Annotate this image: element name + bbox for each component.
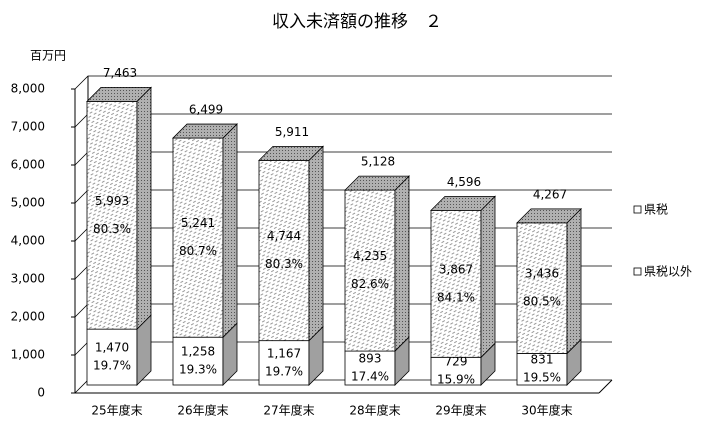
bar-top bbox=[258, 145, 324, 161]
bar-segment bbox=[516, 222, 568, 354]
bar-top bbox=[344, 175, 410, 191]
bar-segment bbox=[258, 159, 310, 342]
total-label: 4,267 bbox=[533, 187, 567, 201]
share-label: 82.6% bbox=[351, 277, 389, 291]
bar-segment bbox=[344, 189, 396, 352]
floor-right bbox=[598, 379, 613, 394]
share-label: 19.7% bbox=[265, 364, 303, 378]
value-label: 831 bbox=[531, 353, 554, 367]
share-label: 80.5% bbox=[523, 295, 561, 309]
value-label: 5,993 bbox=[95, 194, 129, 208]
y-tick-label: 6,000 bbox=[11, 158, 45, 172]
y-tick-label: 4,000 bbox=[11, 234, 45, 248]
y-tick-label: 7,000 bbox=[11, 120, 45, 134]
x-tick-label: 26年度末 bbox=[177, 403, 228, 418]
y-tick-label: 8,000 bbox=[11, 82, 45, 96]
grid-line bbox=[74, 189, 612, 204]
share-label: 19.3% bbox=[179, 363, 217, 377]
y-axis-label: 百万円 bbox=[30, 49, 66, 63]
bar-side bbox=[566, 207, 582, 355]
grid-line bbox=[74, 75, 612, 90]
bar-segment bbox=[172, 137, 224, 338]
y-tick-label: 1,000 bbox=[11, 348, 45, 362]
y-tick-label: 3,000 bbox=[11, 272, 45, 286]
value-label: 5,241 bbox=[181, 216, 215, 230]
bar-segment bbox=[86, 101, 138, 330]
share-label: 17.4% bbox=[351, 370, 389, 384]
bar-segment bbox=[86, 328, 138, 386]
x-tick-label: 29年度末 bbox=[435, 403, 486, 418]
bar-segment bbox=[430, 209, 482, 358]
bar-side bbox=[136, 86, 152, 331]
legend-label: 県税 bbox=[644, 203, 668, 217]
share-label: 15.9% bbox=[437, 373, 475, 387]
x-tick-label: 25年度末 bbox=[91, 403, 142, 418]
total-label: 6,499 bbox=[189, 103, 223, 117]
bar-segment bbox=[430, 356, 482, 386]
value-label: 729 bbox=[445, 355, 468, 369]
bar-side bbox=[222, 123, 238, 339]
bar-segment bbox=[344, 350, 396, 386]
bar-side bbox=[308, 145, 324, 342]
bar-top bbox=[172, 123, 238, 139]
y-tick-label: 2,000 bbox=[11, 310, 45, 324]
bar-top bbox=[516, 208, 582, 224]
y-tick-label: 5,000 bbox=[11, 196, 45, 210]
legend-label: 県税以外 bbox=[644, 265, 692, 279]
value-label: 1,167 bbox=[267, 346, 301, 360]
value-label: 893 bbox=[359, 352, 382, 366]
total-label: 4,596 bbox=[447, 175, 481, 189]
value-label: 1,258 bbox=[181, 345, 215, 359]
value-label: 4,744 bbox=[267, 229, 301, 243]
bar-top bbox=[430, 195, 496, 211]
share-label: 19.5% bbox=[523, 371, 561, 385]
total-label: 7,463 bbox=[103, 66, 137, 80]
grid-line bbox=[74, 113, 612, 128]
bar-side bbox=[480, 195, 496, 359]
share-label: 84.1% bbox=[437, 290, 475, 304]
bar-segment bbox=[258, 340, 310, 386]
total-label: 5,128 bbox=[361, 155, 395, 169]
grid-line bbox=[74, 151, 612, 166]
bar-top bbox=[86, 87, 152, 102]
legend-swatch bbox=[633, 267, 642, 276]
value-label: 1,470 bbox=[95, 341, 129, 355]
total-label: 5,911 bbox=[275, 125, 309, 139]
x-tick-label: 27年度末 bbox=[263, 403, 314, 418]
share-label: 80.3% bbox=[265, 257, 303, 271]
x-tick-label: 30年度末 bbox=[521, 403, 572, 418]
value-label: 4,235 bbox=[353, 249, 387, 263]
share-label: 19.7% bbox=[93, 359, 131, 373]
value-label: 3,867 bbox=[439, 262, 473, 276]
x-tick-label: 28年度末 bbox=[349, 403, 400, 418]
y-tick-label: 0 bbox=[37, 386, 45, 400]
share-label: 80.7% bbox=[179, 244, 217, 258]
share-label: 80.3% bbox=[93, 222, 131, 236]
chart-title: 収入未済額の推移 ２ bbox=[272, 12, 442, 32]
legend-swatch bbox=[633, 205, 642, 214]
value-label: 3,436 bbox=[525, 267, 559, 281]
bar-segment bbox=[516, 353, 568, 386]
bar-side bbox=[394, 175, 410, 353]
